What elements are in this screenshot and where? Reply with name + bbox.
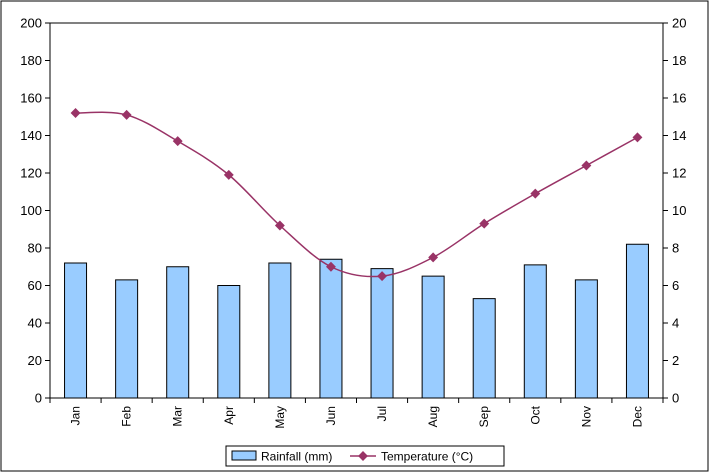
temperature-marker xyxy=(172,136,183,147)
x-tick-label: May xyxy=(273,406,287,429)
left-tick-label: 100 xyxy=(20,203,42,218)
temperature-marker xyxy=(223,169,234,180)
temperature-marker xyxy=(530,188,541,199)
temperature-marker xyxy=(326,261,336,272)
x-tick-label: Nov xyxy=(579,406,593,427)
rainfall-bar xyxy=(64,262,88,399)
right-tick-label: 8 xyxy=(672,241,679,256)
x-tick-label: Sep xyxy=(477,406,491,428)
left-tick-label: 140 xyxy=(20,128,42,143)
temperature-marker xyxy=(428,252,439,263)
x-tick-label: Apr xyxy=(222,406,236,425)
x-tick-label: Jul xyxy=(375,406,389,421)
legend-rainfall-swatch xyxy=(231,450,257,461)
right-tick-label: 0 xyxy=(672,391,679,406)
x-tick-label: Dec xyxy=(630,406,644,427)
temperature-marker xyxy=(377,271,387,282)
temperature-marker xyxy=(274,220,285,231)
legend-temperature-marker xyxy=(358,451,368,461)
temperature-marker xyxy=(121,109,132,120)
temperature-marker xyxy=(70,108,81,118)
left-tick-label: 200 xyxy=(20,16,42,31)
rainfall-bar xyxy=(625,243,649,399)
left-axis: 0 20 40 60 80 100 120 140 160 180 200 xyxy=(20,16,50,406)
temperature-marker xyxy=(479,218,490,229)
left-tick-label: 120 xyxy=(20,166,42,181)
left-tick-label: 20 xyxy=(28,353,42,368)
left-tick-label: 180 xyxy=(20,53,42,68)
right-axis: 0 2 4 6 8 10 12 14 16 18 20 xyxy=(663,16,686,406)
rainfall-bar xyxy=(319,258,343,399)
rainfall-bar xyxy=(217,285,241,399)
x-tick-label: Jun xyxy=(324,406,338,425)
temperature-series xyxy=(70,108,643,282)
rainfall-bar xyxy=(574,279,598,399)
rainfall-bar xyxy=(268,262,292,399)
left-tick-label: 60 xyxy=(28,278,42,293)
temperature-marker xyxy=(581,160,592,171)
right-tick-label: 14 xyxy=(672,128,686,143)
left-tick-label: 160 xyxy=(20,91,42,106)
x-tick-label: Mar xyxy=(171,406,185,427)
plot-area xyxy=(49,22,664,399)
rainfall-bar xyxy=(472,298,496,399)
x-tick-label: Aug xyxy=(426,406,440,427)
left-tick-label: 80 xyxy=(28,241,42,256)
legend: Rainfall (mm) Temperature (°C) xyxy=(225,445,505,467)
left-tick-label: 0 xyxy=(35,391,42,406)
left-tick-label: 40 xyxy=(28,316,42,331)
x-axis: Jan Feb Mar Apr May Jun Jul Aug Sep Oct Nov Dec xyxy=(49,398,664,429)
rainfall-bars xyxy=(64,243,649,399)
right-tick-label: 20 xyxy=(672,16,686,31)
rainfall-bar xyxy=(421,275,445,399)
x-tick-label: Feb xyxy=(120,406,134,427)
right-tick-label: 6 xyxy=(672,278,679,293)
temperature-marker xyxy=(632,132,643,143)
legend-rainfall-label: Rainfall (mm) xyxy=(261,450,332,464)
legend-temperature-label: Temperature (°C) xyxy=(381,450,473,464)
x-tick-label: Oct xyxy=(528,405,542,424)
rainfall-bar xyxy=(523,264,547,399)
right-tick-label: 4 xyxy=(672,316,679,331)
rainfall-bar xyxy=(370,268,394,399)
rainfall-bar xyxy=(166,266,190,399)
right-tick-label: 2 xyxy=(672,353,679,368)
right-tick-label: 18 xyxy=(672,53,686,68)
right-tick-label: 12 xyxy=(672,166,686,181)
right-tick-label: 10 xyxy=(672,203,686,218)
right-tick-label: 16 xyxy=(672,91,686,106)
rainfall-bar xyxy=(115,279,139,399)
x-tick-label: Jan xyxy=(69,406,83,425)
